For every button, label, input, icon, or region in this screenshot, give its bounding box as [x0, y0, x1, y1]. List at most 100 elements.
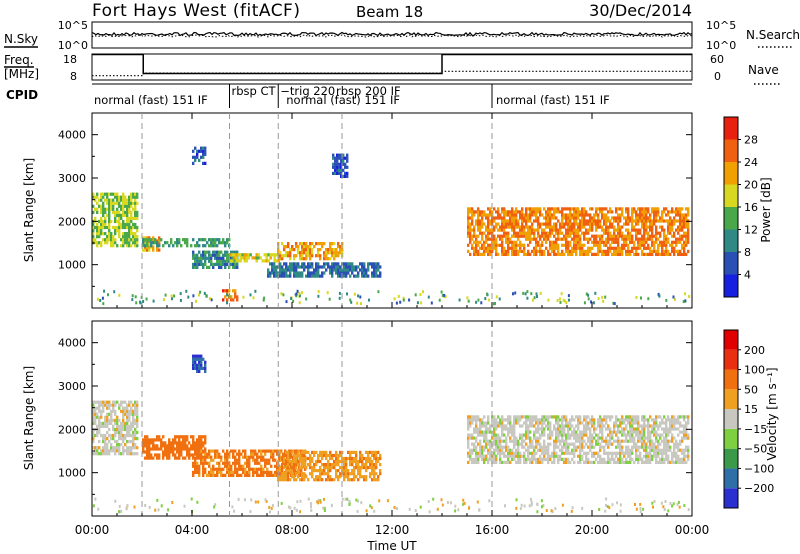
- echo-cell: [583, 439, 586, 443]
- echo-cell: [182, 438, 185, 442]
- echo-cell: [154, 438, 157, 442]
- echo-cell: [180, 244, 183, 248]
- echo-cell: [96, 415, 99, 419]
- echo-cell: [607, 249, 610, 253]
- echo-cell: [289, 262, 292, 266]
- cpid-segment-label: rbsp 200 IF: [336, 84, 401, 98]
- echo-cell: [641, 213, 644, 217]
- echo-cell: [583, 427, 586, 431]
- echo-cell: [555, 231, 558, 235]
- echo-cell: [268, 505, 271, 509]
- echo-cell: [659, 460, 662, 464]
- echo-cell: [296, 500, 299, 504]
- echo-cell: [234, 262, 237, 266]
- echo-cell: [275, 274, 278, 278]
- echo-cell: [481, 237, 484, 241]
- echo-cell: [102, 192, 105, 196]
- echo-cell: [208, 259, 211, 263]
- echo-cell: [234, 295, 237, 299]
- echo-cell: [118, 210, 121, 214]
- echo-cell: [565, 460, 568, 464]
- echo-cell: [260, 449, 263, 453]
- echo-cell: [519, 216, 522, 220]
- echo-cell: [647, 207, 650, 211]
- echo-cell: [513, 451, 516, 455]
- echo-cell: [607, 246, 610, 250]
- echo-cell: [266, 470, 269, 474]
- echo-cell: [291, 459, 294, 464]
- echo-cell: [587, 439, 590, 443]
- echo-cell: [335, 472, 338, 476]
- echo-cell: [535, 418, 538, 422]
- echo-cell: [477, 210, 480, 214]
- echo-cell: [641, 430, 644, 434]
- echo-cell: [216, 262, 219, 266]
- echo-cell: [605, 228, 608, 232]
- echo-cell: [485, 234, 488, 238]
- cpid-segment-label: normal (fast) 151 IF: [94, 93, 208, 107]
- echo-cell: [340, 171, 343, 175]
- echo-cell: [98, 427, 101, 432]
- echo-cell: [120, 433, 123, 438]
- echo-cell: [575, 216, 578, 220]
- echo-cell: [295, 271, 298, 275]
- echo-cell: [493, 228, 496, 232]
- echo-cell: [210, 473, 213, 477]
- echo-cell: [355, 456, 358, 461]
- echo-cell: [303, 242, 306, 246]
- echo-cell: [299, 271, 302, 275]
- echo-cell: [130, 216, 133, 220]
- echo-cell: [134, 446, 137, 450]
- echo-cell: [665, 240, 668, 244]
- echo-cell: [120, 430, 123, 435]
- echo-cell: [309, 242, 312, 246]
- echo-cell: [369, 450, 372, 454]
- echo-cell: [537, 216, 540, 220]
- echo-cell: [257, 253, 260, 257]
- echo-cell: [479, 430, 482, 434]
- echo-cell: [645, 457, 648, 461]
- echo-cell: [230, 467, 233, 471]
- echo-cell: [625, 451, 628, 455]
- echo-cell: [545, 225, 548, 229]
- echo-cell: [467, 415, 470, 419]
- echo-cell: [214, 262, 217, 266]
- echo-cell: [663, 430, 666, 434]
- echo-cell: [200, 146, 203, 150]
- echo-cell: [142, 450, 145, 454]
- echo-cell: [605, 439, 608, 443]
- echo-cell: [462, 502, 465, 506]
- echo-cell: [402, 298, 405, 302]
- echo-cell: [635, 445, 638, 449]
- echo-cell: [337, 271, 340, 275]
- echo-cell: [294, 449, 297, 453]
- echo-cell: [92, 440, 95, 444]
- echo-cell: [283, 466, 286, 470]
- echo-cell: [102, 222, 105, 227]
- echo-cell: [501, 249, 504, 253]
- echo-cell: [571, 442, 574, 446]
- echo-cell: [673, 418, 676, 422]
- echo-cell: [180, 450, 183, 454]
- echo-cell: [194, 447, 197, 451]
- echo-cell: [577, 436, 580, 440]
- echo-cell: [617, 219, 620, 223]
- echo-cell: [659, 216, 662, 220]
- echo-cell: [683, 448, 686, 452]
- echo-cell: [220, 241, 223, 245]
- echo-cell: [325, 463, 328, 467]
- echo-cell: [303, 262, 306, 266]
- echo-cell: [102, 195, 105, 199]
- echo-cell: [487, 430, 490, 434]
- echo-cell: [120, 216, 123, 220]
- echo-cell: [639, 210, 642, 214]
- echo-cell: [279, 475, 282, 479]
- echo-cell: [585, 219, 588, 223]
- echo-cell: [487, 448, 490, 452]
- echo-cell: [529, 225, 532, 229]
- echo-cell: [214, 449, 217, 453]
- echo-cell: [259, 256, 262, 260]
- echo-cell: [150, 447, 153, 451]
- echo-cell: [651, 430, 654, 434]
